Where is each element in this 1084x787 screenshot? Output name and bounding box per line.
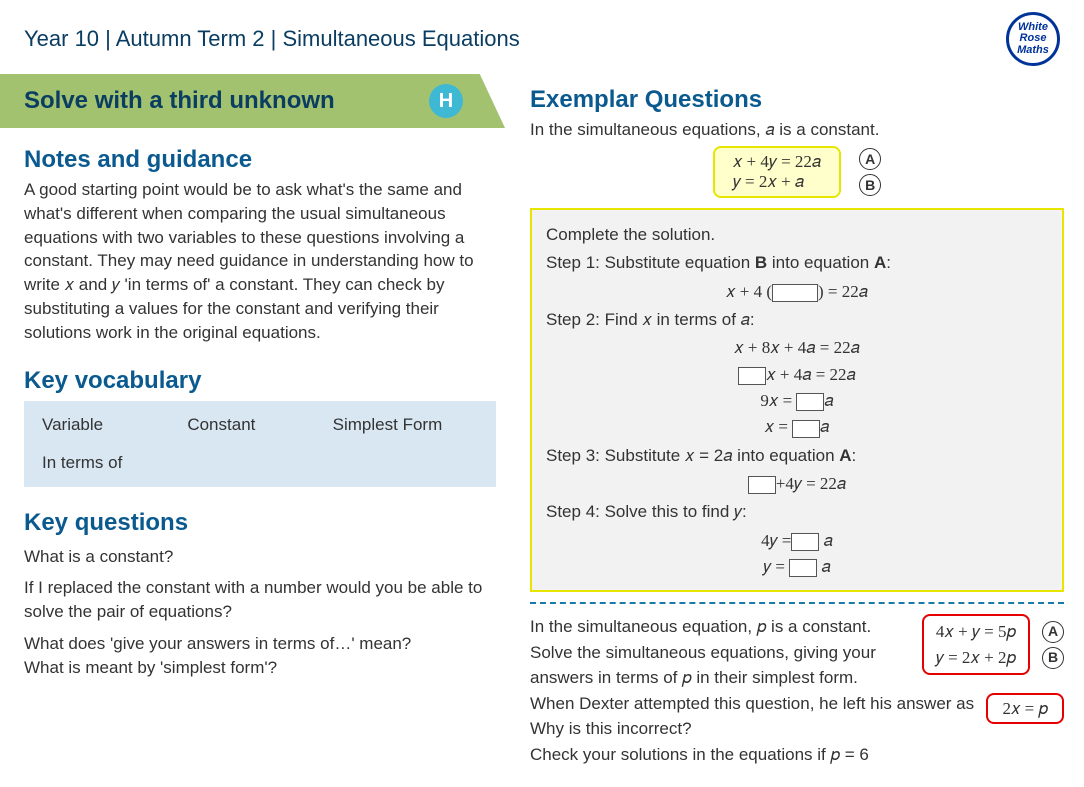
blank-input[interactable] <box>791 533 819 551</box>
step1-label: Step 1: Substitute equation B into equat… <box>546 250 1048 276</box>
eq-right: 𝑎 <box>824 391 833 410</box>
question-2: 4𝑥 + 𝑦 = 5𝑝 𝑦 = 2𝑥 + 2𝑝 A B In the simul… <box>530 614 1064 767</box>
lesson-title: Solve with a third unknown <box>24 87 335 115</box>
page-root: Year 10 | Autumn Term 2 | Simultaneous E… <box>0 0 1084 787</box>
step1-text: Step 1: Substitute equation <box>546 253 755 272</box>
step2-label: Step 2: Find 𝑥 in terms of 𝑎: <box>546 307 1048 333</box>
ab-labels: A B <box>1034 621 1064 669</box>
step2-eq3: 9𝑥 = 𝑎 <box>546 388 1048 414</box>
step2-eq4: 𝑥 = 𝑎 <box>546 414 1048 440</box>
eq-left: 9𝑥 = <box>760 391 792 410</box>
kq-item: What is a constant? <box>24 545 496 569</box>
step1-mid: into equation <box>767 253 874 272</box>
main-columns: Solve with a third unknown H Notes and g… <box>0 74 1084 787</box>
header: Year 10 | Autumn Term 2 | Simultaneous E… <box>0 0 1084 74</box>
ab-labels: A B <box>851 148 881 196</box>
dashed-divider <box>530 602 1064 604</box>
eq-right: 𝑎 <box>820 417 829 436</box>
step4-eq2: 𝑦 = 𝑎 <box>546 554 1048 580</box>
step3-equation: +4𝑦 = 22𝑎 <box>546 471 1048 497</box>
vocab-box: Variable Constant Simplest Form In terms… <box>24 401 496 487</box>
eq-right: +4𝑦 = 22𝑎 <box>776 474 846 493</box>
step4-label: Step 4: Solve this to find 𝑦: <box>546 499 1048 525</box>
step4-eq1: 4𝑦 = 𝑎 <box>546 528 1048 554</box>
vocab-item: Constant <box>187 415 332 435</box>
exemplar-heading: Exemplar Questions <box>530 86 1064 114</box>
label-a: A <box>859 148 881 170</box>
step1-ref-a: A <box>874 253 886 272</box>
eq-left: 𝑥 = <box>765 417 788 436</box>
q2-line3-text: When Dexter attempted this question, he … <box>530 694 974 713</box>
equation-b: 𝑦 = 2𝑥 + 𝑎 <box>733 172 821 192</box>
logo-line3: Maths <box>1017 45 1049 57</box>
q2-equation-b: 𝑦 = 2𝑥 + 2𝑝 <box>936 645 1016 671</box>
blank-input[interactable] <box>789 559 817 577</box>
kq-section: Key questions What is a constant? If I r… <box>0 491 520 692</box>
vocab-item: Simplest Form <box>333 415 478 435</box>
vocab-heading: Key vocabulary <box>24 367 496 395</box>
equation-a: 𝑥 + 4𝑦 = 22𝑎 <box>733 152 821 172</box>
title-bar: Solve with a third unknown H <box>0 74 505 128</box>
equation-group-1: 𝑥 + 4𝑦 = 22𝑎 𝑦 = 2𝑥 + 𝑎 A B <box>530 146 1064 198</box>
eq-left: 4𝑦 = <box>761 531 791 550</box>
vocab-item: In terms of <box>42 453 187 473</box>
step1-equation: 𝑥 + 4 ( ) = 22𝑎 <box>546 279 1048 305</box>
vocab-item: Variable <box>42 415 187 435</box>
h-badge: H <box>429 84 463 118</box>
q2-line4: Why is this incorrect? <box>530 716 1064 742</box>
step1-ref-b: B <box>755 253 767 272</box>
kq-heading: Key questions <box>24 509 496 537</box>
solution-box: Complete the solution. Step 1: Substitut… <box>530 208 1064 592</box>
q2-equation-a: 4𝑥 + 𝑦 = 5𝑝 <box>936 619 1016 645</box>
vocab-section: Key vocabulary Variable Constant Simples… <box>0 349 520 491</box>
step3-label: Step 3: Substitute 𝑥 = 2𝑎 into equation … <box>546 443 1048 469</box>
eq-left: 𝑦 = <box>763 557 785 576</box>
logo-badge: White Rose Maths <box>1006 12 1060 66</box>
kq-item: What does 'give your answers in terms of… <box>24 632 496 680</box>
blank-input[interactable] <box>738 367 766 385</box>
q2-equation-group: 4𝑥 + 𝑦 = 5𝑝 𝑦 = 2𝑥 + 2𝑝 A B <box>922 614 1064 675</box>
blank-input[interactable] <box>792 420 820 438</box>
blank-input[interactable] <box>796 393 824 411</box>
exemplar-intro: In the simultaneous equations, 𝑎 is a co… <box>530 120 1064 140</box>
step2-eq1: 𝑥 + 8𝑥 + 4𝑎 = 22𝑎 <box>546 335 1048 361</box>
solution-intro: Complete the solution. <box>546 222 1048 248</box>
q2-line5: Check your solutions in the equations if… <box>530 742 1064 768</box>
breadcrumb: Year 10 | Autumn Term 2 | Simultaneous E… <box>24 26 520 52</box>
eq-left: 𝑥 + 4 ( <box>726 282 772 301</box>
blank-input[interactable] <box>748 476 776 494</box>
blank-input[interactable] <box>772 284 818 302</box>
equation-box-red: 4𝑥 + 𝑦 = 5𝑝 𝑦 = 2𝑥 + 2𝑝 <box>922 614 1030 675</box>
step3-text: Step 3: Substitute 𝑥 = 2𝑎 into equation <box>546 446 839 465</box>
answer-box-red: 2𝑥 = 𝑝 <box>986 693 1064 725</box>
right-column: Exemplar Questions In the simultaneous e… <box>520 74 1084 787</box>
step2-eq2: 𝑥 + 4𝑎 = 22𝑎 <box>546 362 1048 388</box>
notes-section: Notes and guidance A good starting point… <box>0 128 520 349</box>
label-b: B <box>1042 647 1064 669</box>
eq-right: 𝑥 + 4𝑎 = 22𝑎 <box>766 365 856 384</box>
eq-right: 𝑎 <box>819 531 832 550</box>
notes-body: A good starting point would be to ask wh… <box>24 178 496 345</box>
label-b: B <box>859 174 881 196</box>
equation-box-yellow: 𝑥 + 4𝑦 = 22𝑎 𝑦 = 2𝑥 + 𝑎 <box>713 146 841 198</box>
left-column: Solve with a third unknown H Notes and g… <box>0 74 520 787</box>
eq-right: ) = 22𝑎 <box>818 282 868 301</box>
label-a: A <box>1042 621 1064 643</box>
q2-line3: 2𝑥 = 𝑝 When Dexter attempted this questi… <box>530 691 1064 717</box>
kq-item: If I replaced the constant with a number… <box>24 576 496 624</box>
eq-right: 𝑎 <box>817 557 830 576</box>
step3-ref-a: A <box>839 446 851 465</box>
notes-heading: Notes and guidance <box>24 146 496 174</box>
